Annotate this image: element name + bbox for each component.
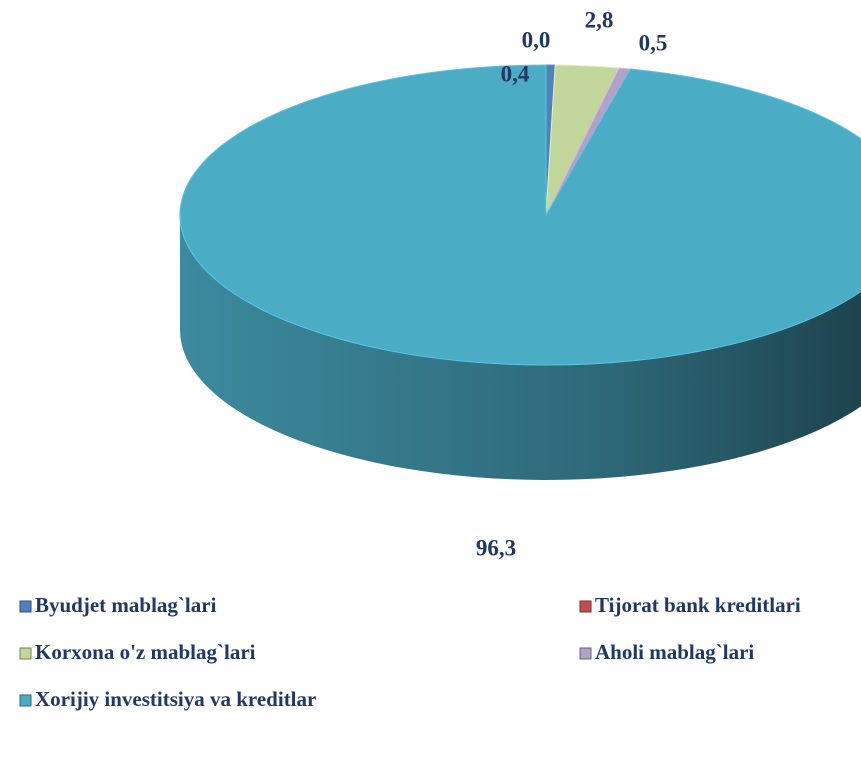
legend-marker <box>19 694 32 707</box>
legend-label: Korxona o'z mablag`lari <box>35 640 256 664</box>
legend-marker <box>579 647 592 660</box>
legend-marker <box>579 600 592 613</box>
data-label: 0,5 <box>639 30 668 55</box>
data-label: 0,4 <box>501 61 530 86</box>
data-label: 0,0 <box>522 27 551 52</box>
legend-marker <box>19 647 32 660</box>
legend-label: Byudjet mablag`lari <box>35 593 217 617</box>
data-label: 2,8 <box>585 7 614 32</box>
legend-marker <box>19 600 32 613</box>
legend-label: Aholi mablag`lari <box>595 640 754 664</box>
legend-label: Xorijiy investitsiya va kreditlar <box>35 687 316 711</box>
slice-side <box>180 215 861 480</box>
legend-label: Tijorat bank kreditlari <box>595 593 801 617</box>
data-label: 96,3 <box>476 535 516 560</box>
slice <box>179 64 861 366</box>
